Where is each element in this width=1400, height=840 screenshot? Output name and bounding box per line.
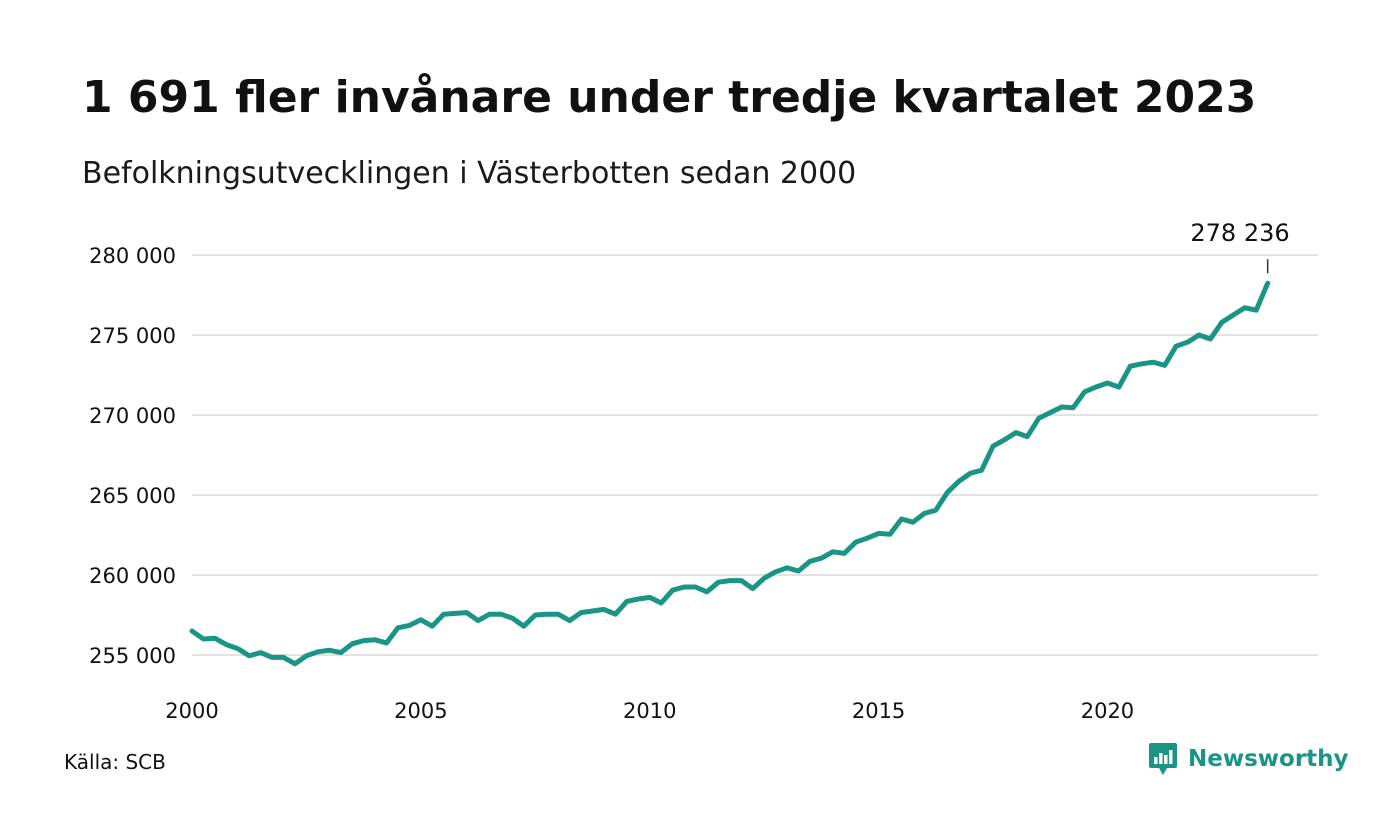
y-tick-label: 275 000 [89,324,176,348]
x-tick-label: 2005 [394,699,447,723]
y-tick-label: 260 000 [89,564,176,588]
y-tick-label: 265 000 [89,484,176,508]
x-tick-label: 2020 [1081,699,1134,723]
brand-name: Newsworthy [1188,746,1349,772]
last-value-label: 278 236 [1190,219,1289,247]
chart-subtitle: Befolkningsutvecklingen i Västerbotten s… [82,156,857,191]
source-note: Källa: SCB [64,750,166,774]
x-tick-label: 2010 [623,699,676,723]
y-tick-label: 280 000 [89,244,176,268]
y-tick-label: 255 000 [89,644,176,668]
series-line [189,280,1271,667]
x-tick-label: 2000 [165,699,218,723]
chart-title: 1 691 fler invånare under tredje kvartal… [82,72,1257,123]
newsworthy-chart-bubble-icon [1149,743,1177,775]
y-tick-label: 270 000 [89,404,176,428]
brand-logo: Newsworthy [1148,742,1349,776]
x-tick-label: 2015 [852,699,905,723]
